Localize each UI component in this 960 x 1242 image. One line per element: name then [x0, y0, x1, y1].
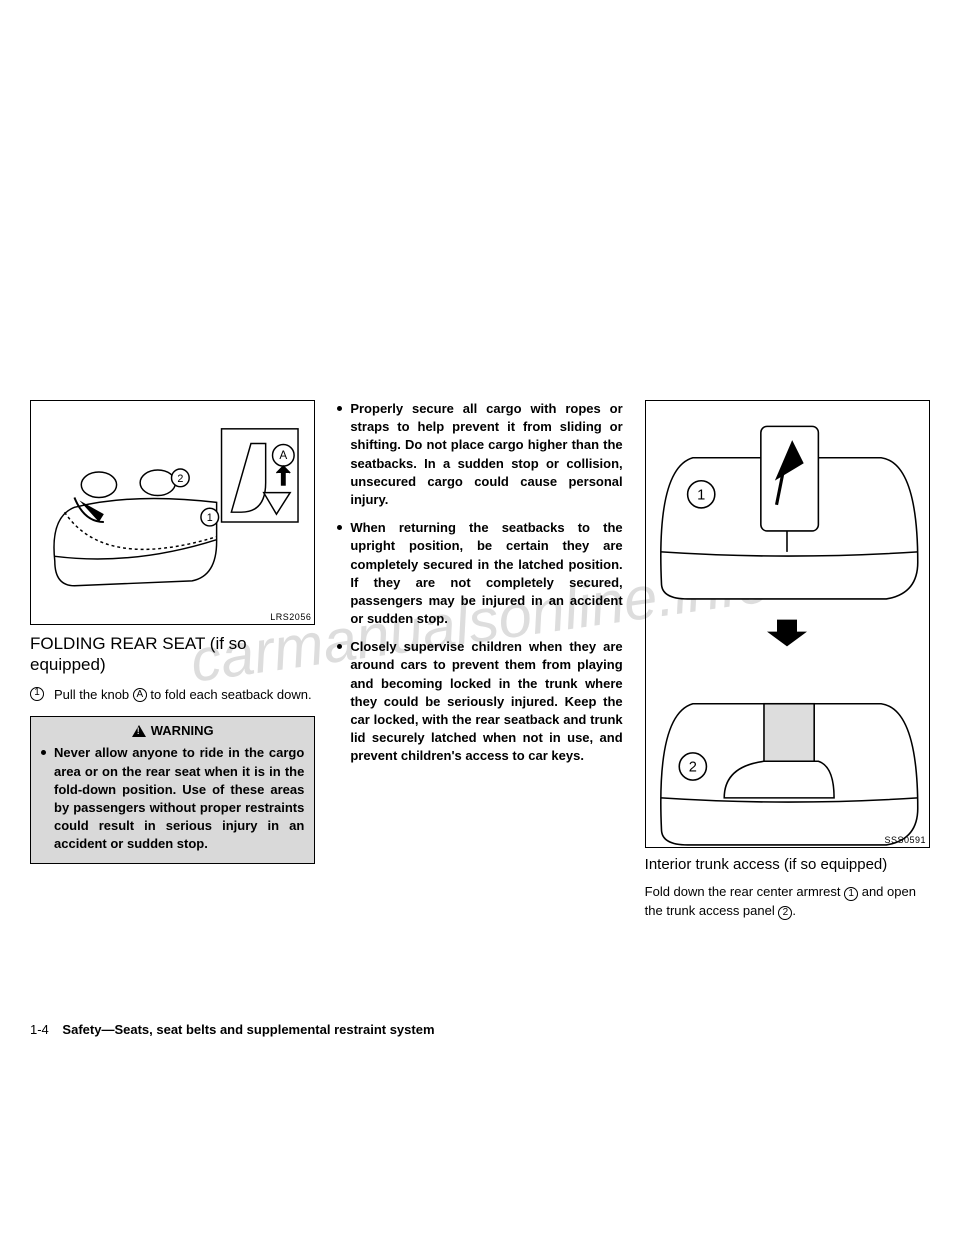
page-content: A 2 1: [0, 0, 960, 921]
svg-text:A: A: [280, 450, 288, 463]
three-columns: A 2 1: [30, 400, 930, 921]
bullet-text: Closely supervise children when they are…: [350, 638, 622, 765]
body-after: .: [792, 903, 796, 918]
warning-bullet: Properly secure all cargo with ropes or …: [337, 400, 622, 509]
step-1: 1 Pull the knob A to fold each seatback …: [30, 686, 315, 705]
svg-text:1: 1: [697, 488, 705, 504]
column-right: 1 2 SSS0591: [645, 400, 930, 921]
svg-text:1: 1: [207, 512, 213, 524]
step-text-after: to fold each seatback down.: [150, 687, 311, 702]
bullet-dot-icon: [337, 406, 342, 411]
warning-header: WARNING: [41, 723, 304, 738]
step-text-before: Pull the knob: [54, 687, 129, 702]
svg-text:2: 2: [689, 760, 697, 776]
warning-triangle-icon: [132, 725, 146, 737]
warning-bullet-text: Never allow anyone to ride in the cargo …: [54, 744, 304, 853]
section-title: Safety—Seats, seat belts and supplementa…: [62, 1022, 434, 1037]
folding-seat-heading: FOLDING REAR SEAT (if so equipped): [30, 633, 315, 676]
warning-bullet: Never allow anyone to ride in the cargo …: [41, 744, 304, 853]
figure-folding-seat: A 2 1: [30, 400, 315, 625]
figure-code-right: SSS0591: [884, 835, 926, 845]
bullet-dot-icon: [337, 525, 342, 530]
knob-letter-a: A: [133, 688, 147, 702]
warning-bullets-col1: Never allow anyone to ride in the cargo …: [41, 744, 304, 853]
trunk-access-bottom-illustration: 2: [651, 649, 923, 863]
figure-code-left: LRS2056: [270, 612, 311, 622]
warning-box: WARNING Never allow anyone to ride in th…: [30, 716, 315, 864]
page-number: 1-4: [30, 1022, 49, 1037]
bullet-text: Properly secure all cargo with ropes or …: [350, 400, 622, 509]
bullet-text: When returning the seatbacks to the upri…: [350, 519, 622, 628]
step-number-1: 1: [30, 687, 44, 701]
body-before: Fold down the rear center armrest: [645, 884, 841, 899]
column-middle: Properly secure all cargo with ropes or …: [337, 400, 622, 921]
ref-1: 1: [844, 887, 858, 901]
page-footer: 1-4 Safety—Seats, seat belts and supplem…: [30, 1022, 435, 1037]
down-arrow-icon: [767, 619, 807, 647]
column-left: A 2 1: [30, 400, 315, 921]
trunk-access-top-illustration: 1: [651, 403, 923, 617]
warning-bullet: Closely supervise children when they are…: [337, 638, 622, 765]
warning-label: WARNING: [151, 723, 214, 738]
folding-seat-illustration: A 2 1: [45, 423, 300, 601]
bullet-dot-icon: [41, 750, 46, 755]
figure-trunk-access: 1 2 SSS0591: [645, 400, 930, 848]
step-1-text: Pull the knob A to fold each seatback do…: [54, 686, 312, 705]
ref-2: 2: [778, 906, 792, 920]
bullet-dot-icon: [337, 644, 342, 649]
trunk-access-body: Fold down the rear center armrest 1 and …: [645, 883, 930, 921]
svg-text:2: 2: [178, 473, 184, 485]
warning-bullet: When returning the seatbacks to the upri…: [337, 519, 622, 628]
warning-bullets-col2: Properly secure all cargo with ropes or …: [337, 400, 622, 766]
